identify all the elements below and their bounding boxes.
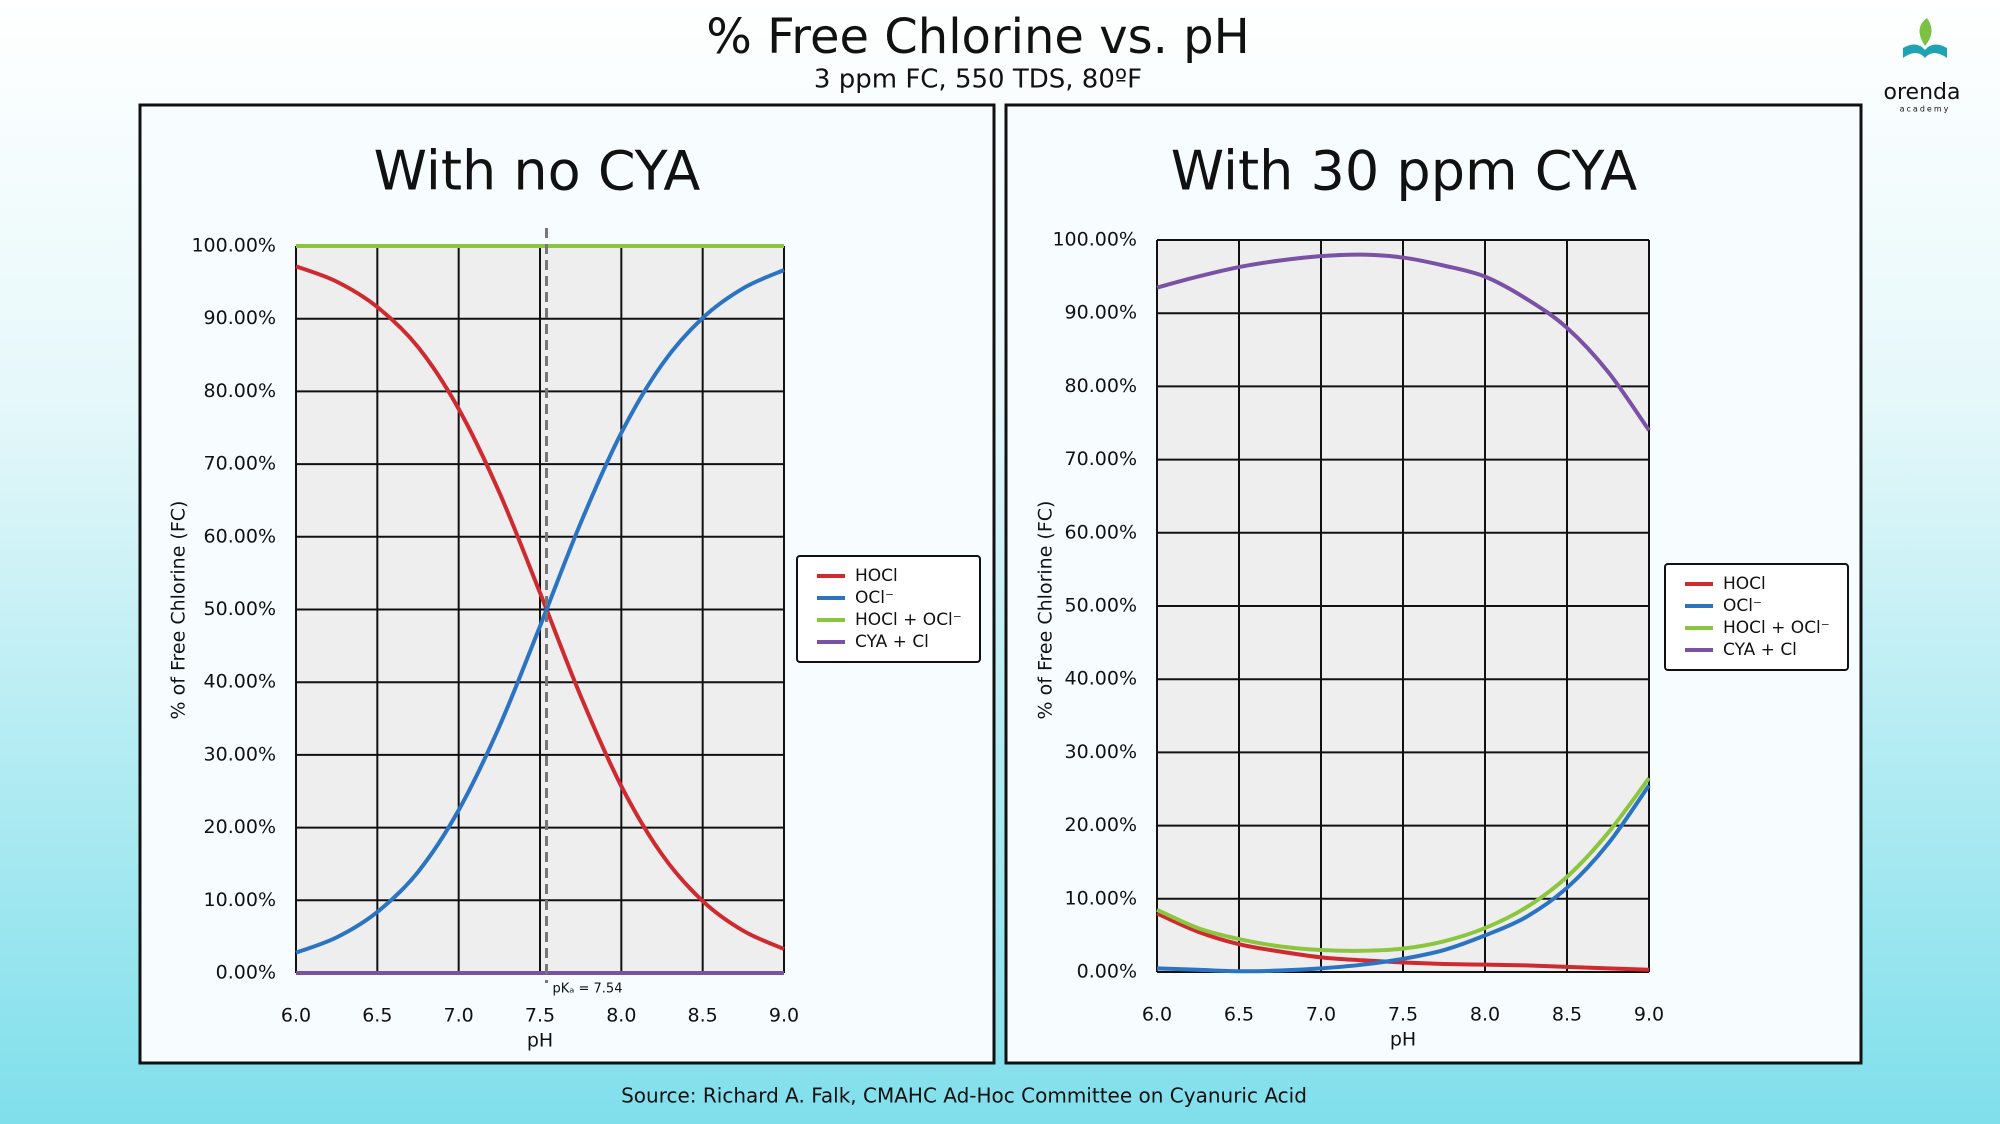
x-tick-label: 7.5 (525, 1005, 555, 1027)
x-tick-label: 6.5 (1224, 1004, 1254, 1026)
y-tick-label: 60.00% (204, 525, 276, 547)
annotation-label: pKₐ = 7.54 (553, 982, 623, 997)
legend-label: HOCl (855, 566, 898, 586)
x-tick-label: 9.0 (1634, 1004, 1664, 1026)
x-tick-label: 6.5 (362, 1005, 392, 1027)
legend-label: HOCl + OCl⁻ (855, 610, 962, 630)
y-tick-label: 70.00% (1065, 448, 1137, 470)
logo-tagline: academy (1900, 105, 1951, 114)
y-tick-label: 90.00% (204, 307, 276, 329)
main-title: % Free Chlorine vs. pH (706, 9, 1249, 65)
panel-title: With 30 ppm CYA (1171, 140, 1638, 203)
legend-box (1664, 563, 1849, 671)
y-tick-label: 50.00% (1065, 595, 1137, 617)
y-tick-label: 100.00% (191, 235, 276, 257)
x-tick-label: 7.0 (1306, 1004, 1336, 1026)
series-line (295, 264, 785, 951)
y-tick-label: 20.00% (204, 816, 276, 838)
x-tick-label: 7.0 (444, 1005, 474, 1027)
subtitle: 3 ppm FC, 550 TDS, 80ºF (814, 65, 1142, 95)
y-tick-label: 10.00% (1065, 887, 1137, 909)
y-tick-label: 80.00% (204, 380, 276, 402)
y-tick-label: 0.00% (1077, 961, 1137, 983)
legend-box (796, 555, 981, 663)
source-note: Source: Richard A. Falk, CMAHC Ad-Hoc Co… (621, 1084, 1307, 1108)
y-tick-label: 80.00% (1065, 375, 1137, 397)
legend-label: HOCl (1723, 574, 1766, 594)
y-tick-label: 90.00% (1065, 302, 1137, 324)
y-tick-label: 0.00% (216, 962, 276, 984)
y-axis-label: % of Free Chlorine (FC) (168, 501, 190, 720)
x-axis-label: pH (527, 1030, 553, 1052)
legend-label: OCl⁻ (1723, 596, 1762, 616)
y-tick-label: 50.00% (204, 598, 276, 620)
x-tick-label: 8.5 (1552, 1004, 1582, 1026)
y-tick-label: 40.00% (204, 671, 276, 693)
y-tick-label: 100.00% (1052, 229, 1137, 251)
series-line (1156, 911, 1650, 972)
y-tick-label: 20.00% (1065, 814, 1137, 836)
x-tick-label: 8.0 (1470, 1004, 1500, 1026)
legend-label: CYA + Cl (1723, 640, 1797, 660)
x-tick-label: 6.0 (1142, 1004, 1172, 1026)
legend-label: HOCl + OCl⁻ (1723, 618, 1830, 638)
y-tick-label: 30.00% (1065, 741, 1137, 763)
y-tick-label: 30.00% (204, 743, 276, 765)
y-tick-label: 40.00% (1065, 668, 1137, 690)
series-line (1156, 252, 1651, 432)
logo-leaf (1919, 18, 1932, 46)
x-tick-label: 8.5 (688, 1005, 718, 1027)
logo-book (1903, 44, 1947, 58)
y-tick-label: 60.00% (1065, 521, 1137, 543)
series-line (295, 268, 785, 955)
x-tick-label: 8.0 (606, 1005, 636, 1027)
y-tick-label: 70.00% (204, 453, 276, 475)
legend-label: CYA + Cl (855, 632, 929, 652)
legend-label: OCl⁻ (855, 588, 894, 608)
series-line (1156, 784, 1651, 974)
x-tick-label: 6.0 (281, 1005, 311, 1027)
logo-name: orenda (1884, 80, 1961, 105)
x-axis-label: pH (1390, 1029, 1416, 1051)
y-tick-label: 10.00% (204, 889, 276, 911)
y-axis-label: % of Free Chlorine (FC) (1035, 501, 1057, 720)
x-tick-label: 9.0 (769, 1005, 799, 1027)
logo: orenda academy (1884, 18, 1961, 114)
series-line (1156, 776, 1651, 953)
panel-title: With no CYA (374, 140, 701, 203)
x-tick-label: 7.5 (1388, 1004, 1418, 1026)
